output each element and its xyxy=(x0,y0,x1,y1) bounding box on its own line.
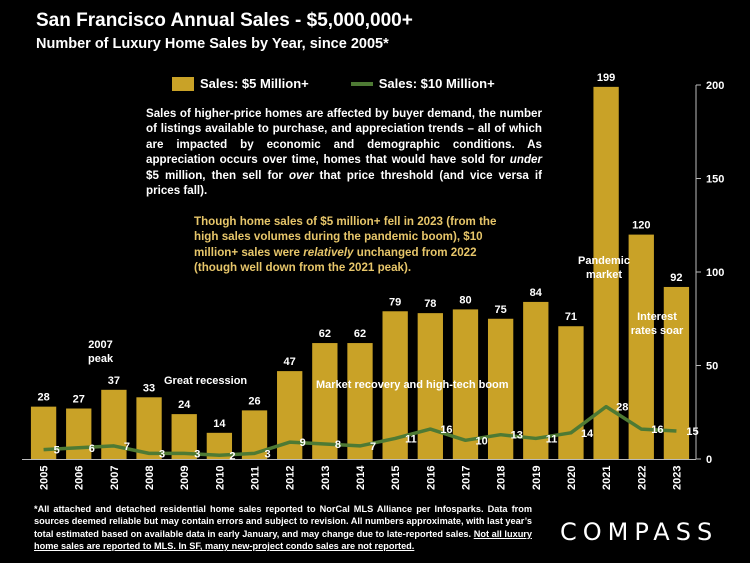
compass-logo: COMPASS xyxy=(560,518,719,546)
x-tick-label-2005: 2005 xyxy=(39,466,51,490)
line-label-2006: 6 xyxy=(89,443,95,455)
bar-label-2022: 120 xyxy=(632,220,650,232)
line-label-2009: 3 xyxy=(194,448,200,460)
x-tick-label-2007: 2007 xyxy=(109,466,121,490)
x-tick-label-2013: 2013 xyxy=(320,466,332,490)
line-label-2014: 7 xyxy=(370,441,376,453)
line-label-2007: 7 xyxy=(124,441,130,453)
bar-2021 xyxy=(593,86,619,460)
chart-title: San Francisco Annual Sales - $5,000,000+ xyxy=(36,10,413,31)
bar-2008 xyxy=(136,397,162,459)
y-tick-label-150: 150 xyxy=(706,174,724,186)
line-label-2008: 3 xyxy=(159,448,165,460)
bar-label-2005: 28 xyxy=(37,392,49,404)
chart-subtitle: Number of Luxury Home Sales by Year, sin… xyxy=(36,36,389,52)
bar-label-2010: 14 xyxy=(213,418,226,430)
description-text: Sales of higher-price homes are affected… xyxy=(146,107,542,198)
line-label-2016: 16 xyxy=(440,424,452,436)
bar-2016 xyxy=(417,313,443,459)
bar-2022 xyxy=(628,234,654,459)
annotation-pandemic: Pandemic market xyxy=(578,255,630,281)
bar-label-2012: 47 xyxy=(284,356,296,368)
legend-bar-label: Sales: $5 Million+ xyxy=(200,76,309,91)
line-label-2011: 3 xyxy=(265,448,271,460)
x-tick-label-2017: 2017 xyxy=(460,466,472,490)
x-tick-label-2016: 2016 xyxy=(425,466,437,490)
x-tick-label-2012: 2012 xyxy=(285,466,297,490)
line-label-2023: 15 xyxy=(686,426,698,438)
x-tick-label-2019: 2019 xyxy=(531,466,543,490)
annotation-market-recovery: Market recovery and high-tech boom xyxy=(316,379,509,391)
bar-2013 xyxy=(312,343,338,459)
line-10m-series xyxy=(43,404,677,458)
bar-label-2009: 24 xyxy=(178,399,191,411)
annotation-great-recession: Great recession xyxy=(164,375,248,387)
line-label-2010: 2 xyxy=(229,450,235,462)
bar-2017 xyxy=(452,309,479,459)
bar-label-2013: 62 xyxy=(319,328,331,340)
bar-label-2021: 199 xyxy=(597,72,615,84)
bar-label-2019: 84 xyxy=(530,287,543,299)
bar-label-2007: 37 xyxy=(108,375,120,387)
line-label-2019: 11 xyxy=(546,433,558,445)
bar-label-2016: 78 xyxy=(424,298,436,310)
bar-label-2015: 79 xyxy=(389,296,401,308)
legend-bar-swatch xyxy=(172,76,194,91)
x-tick-label-2011: 2011 xyxy=(250,466,262,490)
bar-2019 xyxy=(523,301,549,459)
y-tick-label-50: 50 xyxy=(706,361,718,373)
legend: Sales: $5 Million+ Sales: $10 Million+ xyxy=(172,76,495,91)
bar-2009 xyxy=(171,414,197,459)
bar-label-2008: 33 xyxy=(143,382,155,394)
line-label-2015: 11 xyxy=(405,433,417,445)
footnote-underlined: Not all luxury home sales are reported t… xyxy=(34,528,532,552)
x-tick-label-2020: 2020 xyxy=(566,466,578,490)
annotation-interest: Interest rates soar xyxy=(630,311,684,337)
bar-label-2018: 75 xyxy=(495,304,507,316)
x-tick-label-2008: 2008 xyxy=(144,466,156,490)
x-tick-label-2023: 2023 xyxy=(671,466,683,490)
line-label-2017: 10 xyxy=(475,435,487,447)
legend-line-swatch xyxy=(350,81,373,86)
bar-label-2023: 92 xyxy=(670,272,682,284)
x-tick-label-2015: 2015 xyxy=(390,466,402,490)
footnote: *All attached and detached residential h… xyxy=(34,503,532,553)
y-tick-label-100: 100 xyxy=(706,267,724,279)
y-tick-label-0: 0 xyxy=(706,454,712,466)
x-tick-label-2010: 2010 xyxy=(214,466,226,490)
x-tick-label-2006: 2006 xyxy=(74,466,86,490)
line-label-2005: 5 xyxy=(54,445,60,457)
x-tick-label-2014: 2014 xyxy=(355,465,367,490)
x-tick-label-2022: 2022 xyxy=(636,466,648,490)
bar-2006 xyxy=(66,408,92,459)
bar-label-2017: 80 xyxy=(459,294,471,306)
line-label-2018: 13 xyxy=(511,430,523,442)
line-label-2021: 28 xyxy=(616,402,628,414)
x-tick-label-2009: 2009 xyxy=(179,466,191,490)
bar-label-2014: 62 xyxy=(354,328,366,340)
annotation-2007-peak: 2007 peak xyxy=(88,339,114,365)
y-tick-label-200: 200 xyxy=(706,80,724,92)
highlight-note: Though home sales of $5 million+ fell in… xyxy=(194,215,497,275)
line-label-2022: 16 xyxy=(651,424,663,436)
line-label-2012: 9 xyxy=(300,437,306,449)
bar-2014 xyxy=(347,343,373,459)
footnote-text: *All attached and detached residential h… xyxy=(34,504,532,539)
line-label-2013: 8 xyxy=(335,439,341,451)
legend-line-label: Sales: $10 Million+ xyxy=(378,76,495,91)
x-tick-label-2018: 2018 xyxy=(496,466,508,490)
bar-2020 xyxy=(558,326,584,459)
x-tick-label-2021: 2021 xyxy=(601,466,613,490)
bar-2005 xyxy=(30,406,57,459)
bar-label-2006: 27 xyxy=(73,394,85,406)
line-label-2020: 14 xyxy=(581,428,594,440)
bar-label-2020: 71 xyxy=(565,311,577,323)
bar-label-2011: 26 xyxy=(248,395,260,407)
